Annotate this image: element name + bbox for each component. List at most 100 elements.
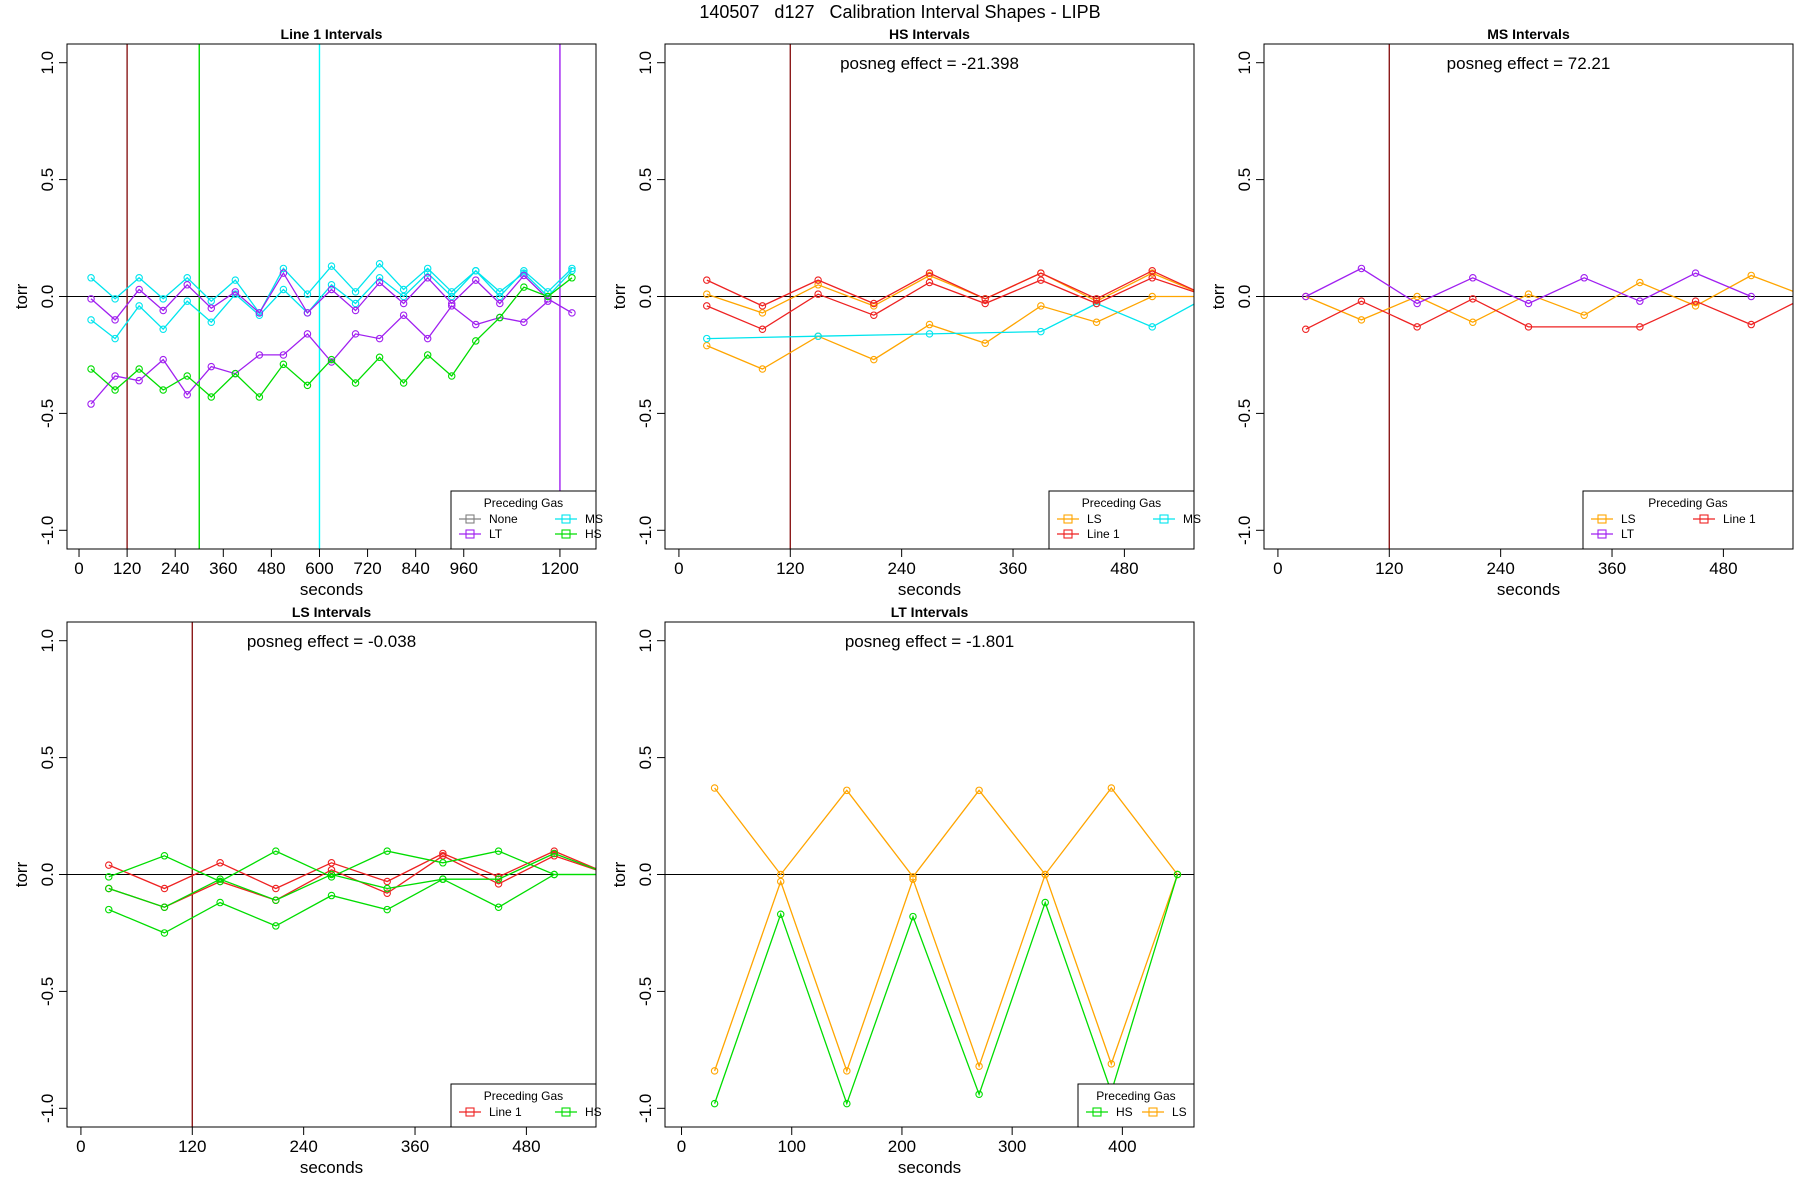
- data-point: [303, 381, 312, 390]
- data-point: [472, 267, 480, 275]
- data-point: [703, 341, 711, 350]
- data-point: [383, 884, 391, 893]
- data-point: [758, 302, 767, 310]
- legend-swatch-marker: [1063, 514, 1073, 524]
- chart-title: LS Intervals: [292, 604, 372, 620]
- legend-swatch-marker: [1597, 514, 1607, 524]
- data-point: [568, 309, 576, 317]
- legend-entry-label: LS: [1172, 1105, 1187, 1119]
- data-point: [1524, 299, 1533, 308]
- data-point: [447, 288, 456, 296]
- data-point: [1148, 267, 1156, 275]
- data-point: [272, 847, 280, 855]
- plot-area: [665, 44, 1194, 549]
- data-point: [1691, 269, 1700, 277]
- chart-panel-5: LT Intervals -1.0 -0.5 0.0 0.5 1.0 torr 0 100 200…: [610, 604, 1195, 1177]
- data-point: [814, 290, 822, 298]
- data-point: [255, 309, 264, 317]
- data-point: [351, 306, 360, 315]
- legend-entry-label: LS: [1621, 512, 1636, 526]
- legend-box: [1582, 490, 1794, 550]
- data-point: [496, 299, 504, 308]
- x-tick-label: 100: [778, 1137, 806, 1156]
- data-point: [159, 295, 167, 303]
- series-line: [1305, 298, 1793, 330]
- data-point: [870, 311, 878, 319]
- data-point: [981, 295, 989, 303]
- data-point: [981, 339, 989, 348]
- legend-swatch-marker: [465, 529, 475, 539]
- x-tick-label: 120: [1375, 559, 1403, 578]
- series-line: [713, 872, 1179, 1073]
- data-point: [423, 334, 432, 343]
- x-tick-label: 840: [401, 559, 429, 578]
- legend-title: Preceding Gas: [484, 1089, 563, 1103]
- data-point: [1580, 274, 1588, 282]
- legend-swatch-marker: [1699, 514, 1709, 524]
- legend-swatch-marker: [561, 529, 571, 539]
- data-point: [494, 875, 503, 883]
- x-tick-label: 600: [305, 559, 333, 578]
- y-axis-label: torr: [12, 861, 31, 887]
- data-point: [183, 281, 191, 289]
- legend-title: Preceding Gas: [484, 496, 563, 510]
- data-point: [439, 875, 447, 883]
- data-point: [183, 390, 191, 399]
- data-point: [1148, 292, 1156, 301]
- legend-entry-label: MS: [585, 512, 603, 526]
- data-point: [183, 297, 191, 305]
- data-point: [159, 306, 167, 315]
- data-point: [383, 889, 391, 897]
- data-point: [135, 274, 143, 282]
- data-point: [776, 870, 785, 879]
- data-point: [87, 295, 95, 303]
- y-tick-label: -0.5: [38, 977, 57, 1006]
- x-tick-label: 480: [1709, 559, 1737, 578]
- data-point: [160, 903, 169, 911]
- data-point: [255, 393, 264, 401]
- data-point: [1302, 292, 1310, 301]
- legend-entry-label: HS: [1116, 1105, 1133, 1119]
- x-tick-label: 0: [1273, 559, 1282, 578]
- data-point: [303, 290, 312, 298]
- legend-entry-label: HS: [585, 527, 602, 541]
- chart-panel-4: LS Intervals -1.0 -0.5 0.0 0.5 1.0 torr 0 120 240…: [12, 604, 602, 1177]
- y-tick-label: 0.0: [636, 863, 655, 887]
- data-point: [1747, 292, 1755, 301]
- data-point: [207, 297, 216, 305]
- x-tick-label: 0: [677, 1137, 686, 1156]
- data-point: [520, 318, 528, 326]
- data-point: [303, 330, 312, 338]
- data-point: [1747, 271, 1755, 280]
- data-point: [975, 1062, 983, 1070]
- data-point: [1636, 278, 1644, 287]
- data-point: [159, 386, 167, 394]
- x-tick-label: 300: [998, 1137, 1026, 1156]
- series-line: [706, 272, 1194, 314]
- data-point: [472, 276, 480, 284]
- data-point: [272, 884, 280, 893]
- data-point: [1413, 323, 1421, 331]
- legend-entry-label: LT: [1621, 527, 1635, 541]
- data-point: [1357, 297, 1366, 305]
- data-point: [544, 297, 552, 305]
- series-line: [108, 852, 596, 908]
- legend: Preceding Gas LS Line 1 LT: [1582, 490, 1794, 550]
- x-tick-label: 400: [1108, 1137, 1136, 1156]
- data-point: [1148, 274, 1156, 282]
- data-point: [975, 1090, 983, 1099]
- data-point: [105, 873, 113, 881]
- y-tick-label: -0.5: [636, 977, 655, 1006]
- data-point: [447, 302, 456, 310]
- data-point: [520, 283, 528, 291]
- data-point: [447, 292, 456, 301]
- legend: Preceding Gas LS MS Line 1: [1048, 490, 1201, 550]
- data-point: [423, 274, 432, 282]
- data-point: [1636, 323, 1644, 331]
- data-point: [1037, 327, 1045, 336]
- y-tick-label: 1.0: [636, 51, 655, 75]
- legend-swatch-marker: [1148, 1107, 1158, 1117]
- data-point: [1037, 276, 1045, 284]
- data-point: [279, 360, 288, 369]
- data-point: [909, 912, 917, 921]
